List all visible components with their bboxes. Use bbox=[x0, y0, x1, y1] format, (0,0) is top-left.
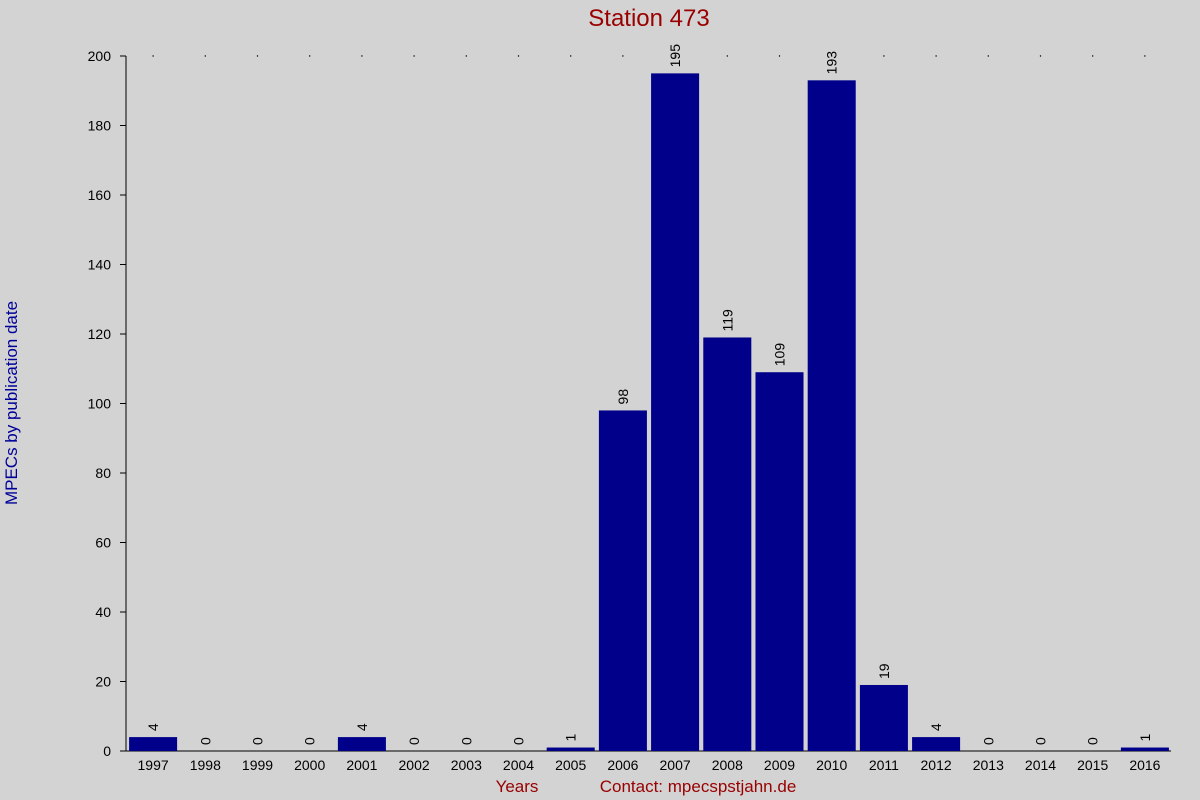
x-tick-label: 1998 bbox=[190, 757, 221, 773]
value-label: 193 bbox=[824, 51, 840, 75]
bar bbox=[912, 737, 961, 751]
y-axis-label: MPECs by publication date bbox=[2, 301, 21, 505]
x-tick-label: 2001 bbox=[346, 757, 377, 773]
value-label: 0 bbox=[250, 737, 266, 745]
top-dot bbox=[831, 55, 833, 57]
bar bbox=[859, 684, 908, 751]
x-tick-label: 2000 bbox=[294, 757, 325, 773]
top-dot bbox=[726, 55, 728, 57]
top-dot bbox=[517, 55, 520, 57]
x-axis-label: Years bbox=[496, 777, 539, 796]
top-dot bbox=[1039, 55, 1042, 57]
x-tick-label: 2016 bbox=[1129, 757, 1160, 773]
x-tick-label: 2004 bbox=[503, 757, 534, 773]
value-label: 0 bbox=[1033, 737, 1049, 745]
value-label: 19 bbox=[876, 663, 892, 679]
top-dot bbox=[1092, 55, 1094, 57]
x-tick-label: 2006 bbox=[607, 757, 638, 773]
value-label: 195 bbox=[667, 44, 683, 68]
x-tick-label: 1999 bbox=[242, 757, 273, 773]
top-dot bbox=[987, 55, 989, 57]
value-label: 0 bbox=[406, 737, 422, 745]
top-dot bbox=[204, 55, 206, 57]
bar bbox=[755, 372, 804, 751]
x-tick-label: 2010 bbox=[816, 757, 847, 773]
x-tick-label: 2011 bbox=[869, 757, 899, 773]
y-tick-label: 180 bbox=[88, 118, 112, 134]
x-tick-label: 2009 bbox=[764, 757, 795, 773]
top-dot bbox=[674, 55, 676, 57]
top-dot bbox=[309, 55, 311, 57]
value-label: 119 bbox=[719, 309, 735, 332]
x-tick-label: 2012 bbox=[921, 757, 952, 773]
bar bbox=[129, 737, 178, 751]
value-label: 4 bbox=[354, 723, 370, 731]
top-dot bbox=[935, 55, 937, 57]
y-tick-label: 20 bbox=[95, 674, 111, 690]
value-label: 98 bbox=[615, 389, 631, 405]
x-tick-label: 2007 bbox=[660, 757, 691, 773]
x-tick-label: 1997 bbox=[138, 757, 169, 773]
bar bbox=[1120, 747, 1169, 751]
chart-title: Station 473 bbox=[588, 5, 709, 32]
value-label: 0 bbox=[302, 737, 318, 745]
value-label: 4 bbox=[145, 723, 161, 731]
value-label: 1 bbox=[1137, 734, 1153, 742]
top-dot bbox=[152, 55, 154, 57]
contact: Contact: mpecspstjahn.de bbox=[600, 777, 797, 796]
top-dot bbox=[465, 55, 467, 57]
x-tick-label: 2015 bbox=[1077, 757, 1108, 773]
top-dot bbox=[1144, 55, 1146, 57]
top-dot bbox=[256, 55, 259, 57]
bar bbox=[546, 747, 595, 751]
y-tick-label: 140 bbox=[88, 257, 112, 273]
y-tick-label: 100 bbox=[88, 396, 112, 412]
y-tick-label: 60 bbox=[95, 535, 111, 551]
top-dot bbox=[778, 55, 781, 57]
y-tick-label: 200 bbox=[88, 48, 112, 64]
value-label: 109 bbox=[772, 343, 788, 367]
value-label: 0 bbox=[197, 737, 213, 745]
y-tick-label: 0 bbox=[103, 743, 111, 759]
x-tick-label: 2005 bbox=[555, 757, 586, 773]
value-label: 1 bbox=[563, 734, 579, 742]
x-tick-label: 2014 bbox=[1025, 757, 1056, 773]
x-tick-label: 2013 bbox=[973, 757, 1004, 773]
y-tick-label: 160 bbox=[88, 187, 112, 203]
value-label: 0 bbox=[980, 737, 996, 745]
value-label: 0 bbox=[1085, 737, 1101, 745]
bar bbox=[337, 737, 386, 751]
x-tick-label: 2002 bbox=[399, 757, 430, 773]
top-dot bbox=[361, 55, 363, 57]
bar bbox=[598, 410, 647, 751]
top-dot bbox=[570, 55, 572, 57]
bar bbox=[807, 80, 856, 751]
y-tick-label: 120 bbox=[88, 326, 112, 342]
x-tick-label: 2003 bbox=[451, 757, 482, 773]
top-dot bbox=[413, 55, 415, 57]
y-tick-label: 40 bbox=[95, 604, 111, 620]
bar bbox=[703, 337, 752, 751]
value-label: 0 bbox=[458, 737, 474, 745]
x-tick-label: 2008 bbox=[712, 757, 743, 773]
value-label: 0 bbox=[511, 737, 527, 745]
value-label: 4 bbox=[928, 723, 944, 731]
bar bbox=[651, 73, 700, 751]
top-dot bbox=[883, 55, 885, 57]
y-tick-label: 80 bbox=[95, 465, 111, 481]
top-dot bbox=[622, 55, 624, 57]
